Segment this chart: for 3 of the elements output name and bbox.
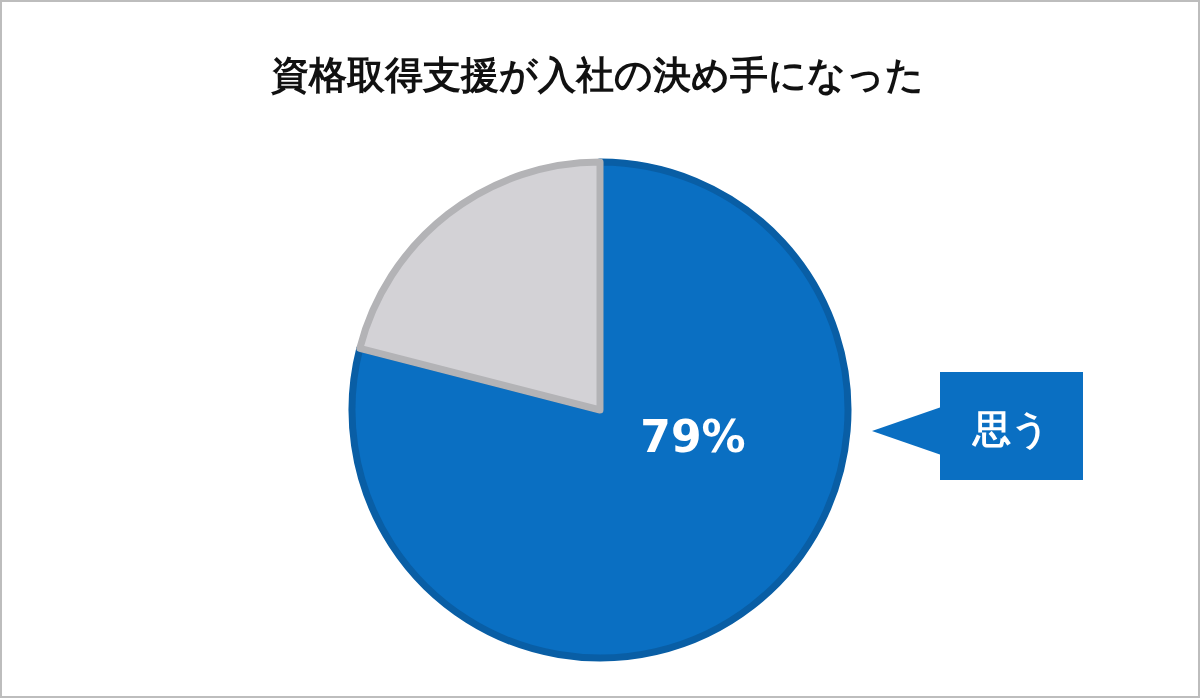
chart-title: 資格取得支援が入社の決め手になった xyxy=(270,53,924,97)
legend-label: 思う xyxy=(970,407,1050,451)
data-label: 79% xyxy=(640,411,746,462)
